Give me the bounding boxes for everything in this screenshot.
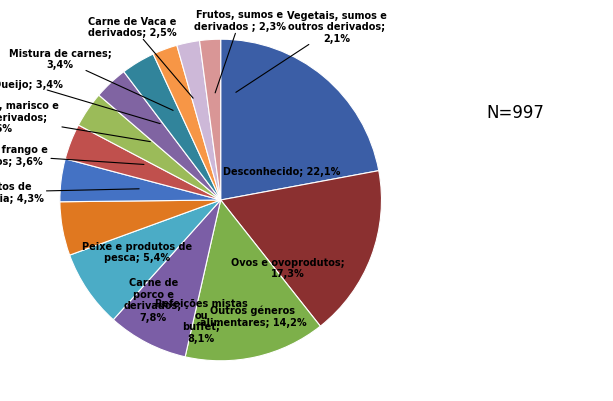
Wedge shape — [60, 200, 221, 255]
Wedge shape — [99, 73, 221, 200]
Wedge shape — [65, 126, 221, 200]
Text: Refeições mistas
ou
buffet;
8,1%: Refeições mistas ou buffet; 8,1% — [155, 298, 248, 343]
Text: Mistura de carnes;
3,4%: Mistura de carnes; 3,4% — [9, 49, 173, 111]
Text: Produtos de
pastelaria; 4,3%: Produtos de pastelaria; 4,3% — [0, 182, 139, 203]
Wedge shape — [221, 171, 381, 326]
Text: Queijo; 3,4%: Queijo; 3,4% — [0, 80, 160, 124]
Text: Carne de
porco e
derivados;
7,8%: Carne de porco e derivados; 7,8% — [124, 277, 182, 322]
Wedge shape — [200, 40, 221, 200]
Wedge shape — [124, 55, 221, 200]
Text: N=997: N=997 — [486, 103, 544, 121]
Text: Crustáceos, marisco e
outros derivados;
3,6%: Crustáceos, marisco e outros derivados; … — [0, 100, 150, 142]
Wedge shape — [185, 200, 321, 361]
Wedge shape — [221, 40, 379, 200]
Wedge shape — [78, 96, 221, 200]
Text: Peixe e produtos de
pesca; 5,4%: Peixe e produtos de pesca; 5,4% — [82, 241, 192, 263]
Wedge shape — [153, 46, 221, 200]
Text: Ovos e ovoprodutos;
17,3%: Ovos e ovoprodutos; 17,3% — [231, 257, 345, 279]
Wedge shape — [70, 200, 221, 320]
Text: Vegetais, sumos e
outros derivados;
2,1%: Vegetais, sumos e outros derivados; 2,1% — [236, 11, 386, 93]
Wedge shape — [113, 200, 221, 357]
Text: Carne de Vaca e
derivados; 2,5%: Carne de Vaca e derivados; 2,5% — [88, 16, 193, 99]
Wedge shape — [60, 160, 221, 202]
Text: Desconhecido; 22,1%: Desconhecido; 22,1% — [223, 167, 340, 176]
Text: Frutos, sumos e
derivados ; 2,3%: Frutos, sumos e derivados ; 2,3% — [194, 10, 286, 93]
Wedge shape — [177, 41, 221, 200]
Text: Carne de frango e
derivados; 3,6%: Carne de frango e derivados; 3,6% — [0, 145, 144, 166]
Text: Outros géneros
alimentares; 14,2%: Outros géneros alimentares; 14,2% — [199, 305, 306, 327]
